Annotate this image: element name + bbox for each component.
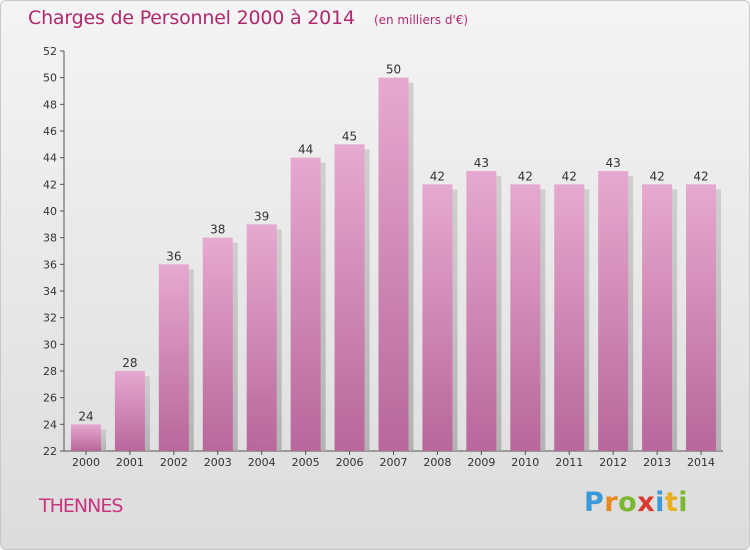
bar [114, 371, 145, 451]
x-tick-label: 2000 [72, 456, 100, 469]
bar [466, 171, 497, 451]
x-tick-label: 2012 [599, 456, 627, 469]
bar [334, 144, 365, 452]
bar [422, 184, 453, 452]
y-tick-label: 42 [43, 178, 57, 191]
x-tick-label: 2006 [336, 456, 364, 469]
bar [554, 184, 585, 452]
x-tick-label: 2011 [555, 456, 583, 469]
logo-letter: x [637, 487, 656, 518]
y-tick-label: 50 [43, 72, 57, 85]
y-tick-label: 52 [43, 45, 57, 58]
bar-value-label: 42 [562, 169, 577, 183]
bar [290, 157, 321, 451]
bar-value-label: 45 [342, 129, 357, 143]
bar-value-label: 43 [606, 156, 621, 170]
x-tick-label: 2014 [687, 456, 715, 469]
bar [70, 424, 101, 451]
x-tick-label: 2009 [467, 456, 495, 469]
y-tick-label: 46 [43, 125, 57, 138]
logo-letter: t [664, 487, 679, 518]
bar [598, 171, 629, 451]
logo-letter: i [655, 487, 665, 518]
y-tick-label: 22 [43, 445, 57, 458]
x-tick-label: 2004 [248, 456, 276, 469]
bar [158, 264, 189, 451]
bar [246, 224, 277, 451]
chart-subtitle: (en milliers d'€) [373, 13, 469, 27]
bar-value-label: 42 [649, 169, 664, 183]
bar-value-label: 24 [78, 409, 93, 423]
bar-value-label: 42 [430, 169, 445, 183]
x-tick-label: 2013 [643, 456, 671, 469]
y-tick-label: 28 [43, 365, 57, 378]
bar-value-label: 36 [166, 249, 181, 263]
x-tick-label: 2005 [292, 456, 320, 469]
logo-letter: P [584, 487, 605, 518]
bar-value-label: 42 [518, 169, 533, 183]
bar-value-label: 44 [298, 143, 313, 157]
x-tick-label: 2007 [380, 456, 408, 469]
y-tick-label: 48 [43, 98, 57, 111]
y-tick-label: 32 [43, 312, 57, 325]
x-tick-label: 2001 [116, 456, 144, 469]
bar-value-label: 39 [254, 209, 269, 223]
bar-value-label: 50 [386, 63, 401, 77]
title-row: Charges de Personnel 2000 à 2014 (en mil… [28, 7, 468, 29]
chart-title: Charges de Personnel 2000 à 2014 [28, 7, 355, 29]
bar-value-label: 42 [693, 169, 708, 183]
y-tick-label: 24 [43, 418, 57, 431]
logo-letter: o [618, 487, 638, 518]
y-tick-label: 38 [43, 232, 57, 245]
bar-value-label: 43 [474, 156, 489, 170]
logo-letter: r [604, 487, 619, 518]
bar [642, 184, 673, 452]
y-tick-label: 44 [43, 152, 57, 165]
proxiti-logo[interactable]: Proxiti [584, 487, 688, 518]
x-tick-label: 2010 [511, 456, 539, 469]
y-tick-label: 34 [43, 285, 57, 298]
label-layer: 24 2000 28 2001 36 2002 38 2003 39 2004 44 2005 45 20… [72, 63, 715, 469]
y-tick-label: 40 [43, 205, 57, 218]
y-tick-label: 30 [43, 338, 57, 351]
y-tick-label: 36 [43, 258, 57, 271]
bar [686, 184, 717, 452]
x-tick-label: 2003 [204, 456, 232, 469]
bar [202, 237, 233, 451]
commune-name: THENNES [39, 495, 123, 517]
bar-layer [70, 77, 722, 452]
x-tick-label: 2002 [160, 456, 188, 469]
x-tick-label: 2008 [423, 456, 451, 469]
y-tick-label: 26 [43, 392, 57, 405]
logo-letter: i [678, 487, 689, 518]
bar-value-label: 28 [122, 356, 137, 370]
bar-value-label: 38 [210, 223, 225, 237]
bar [510, 184, 541, 452]
bar [378, 77, 409, 452]
